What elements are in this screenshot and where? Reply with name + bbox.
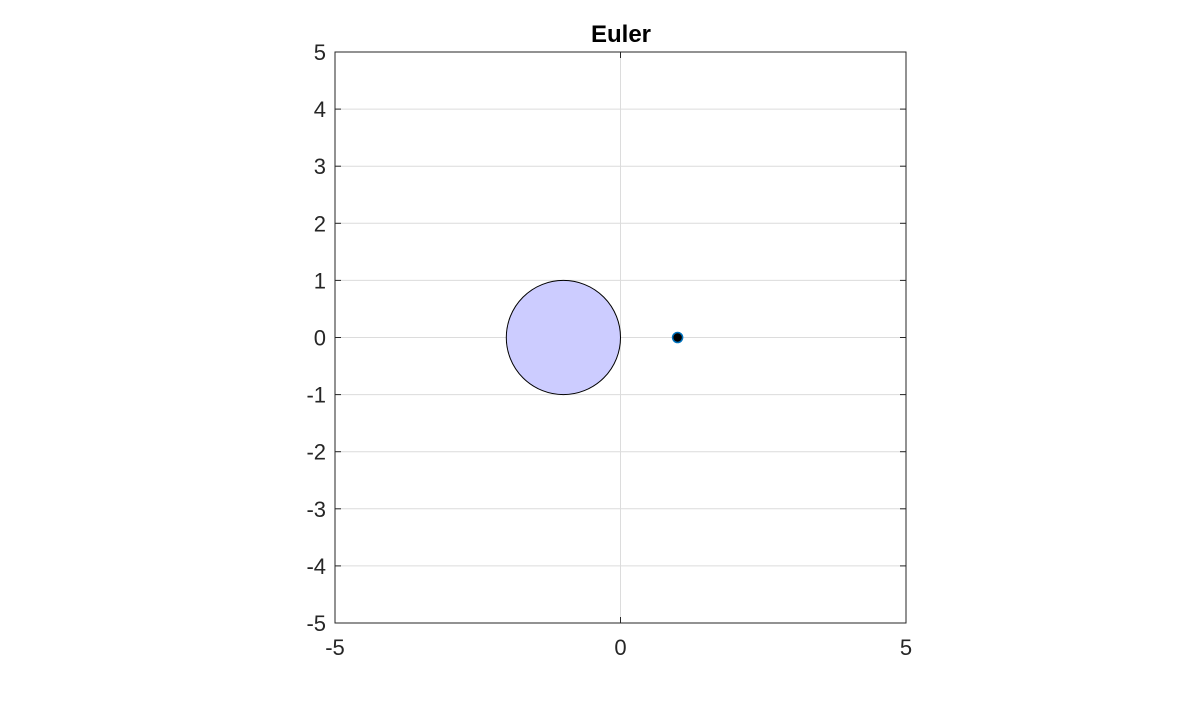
y-tick-label: 4 [314, 97, 326, 122]
y-tick-label: -4 [306, 554, 326, 579]
stability-region-circle [505, 279, 622, 396]
y-tick-label: 0 [314, 326, 326, 351]
y-tick-labels: 5 4 3 2 1 0 -1 -2 -3 -4 -5 [306, 40, 326, 636]
shape-layer [505, 279, 622, 396]
y-tick-label: 2 [314, 211, 326, 236]
y-tick-label: 5 [314, 40, 326, 65]
x-tick-label: -5 [325, 635, 345, 660]
x-tick-label: 0 [614, 635, 626, 660]
y-tick-label: 3 [314, 154, 326, 179]
y-tick-label: -3 [306, 497, 326, 522]
tick-marks [334, 51, 907, 624]
y-tick-label: -2 [306, 440, 326, 465]
y-tick-label: -1 [306, 383, 326, 408]
y-tick-label: 1 [314, 268, 326, 293]
point-layer [671, 331, 684, 344]
chart-title: Euler [591, 21, 651, 48]
x-tick-labels: -5 0 5 [325, 635, 912, 660]
data-point [671, 331, 684, 344]
x-tick-label: 5 [900, 635, 912, 660]
y-tick-label: -5 [306, 611, 326, 636]
